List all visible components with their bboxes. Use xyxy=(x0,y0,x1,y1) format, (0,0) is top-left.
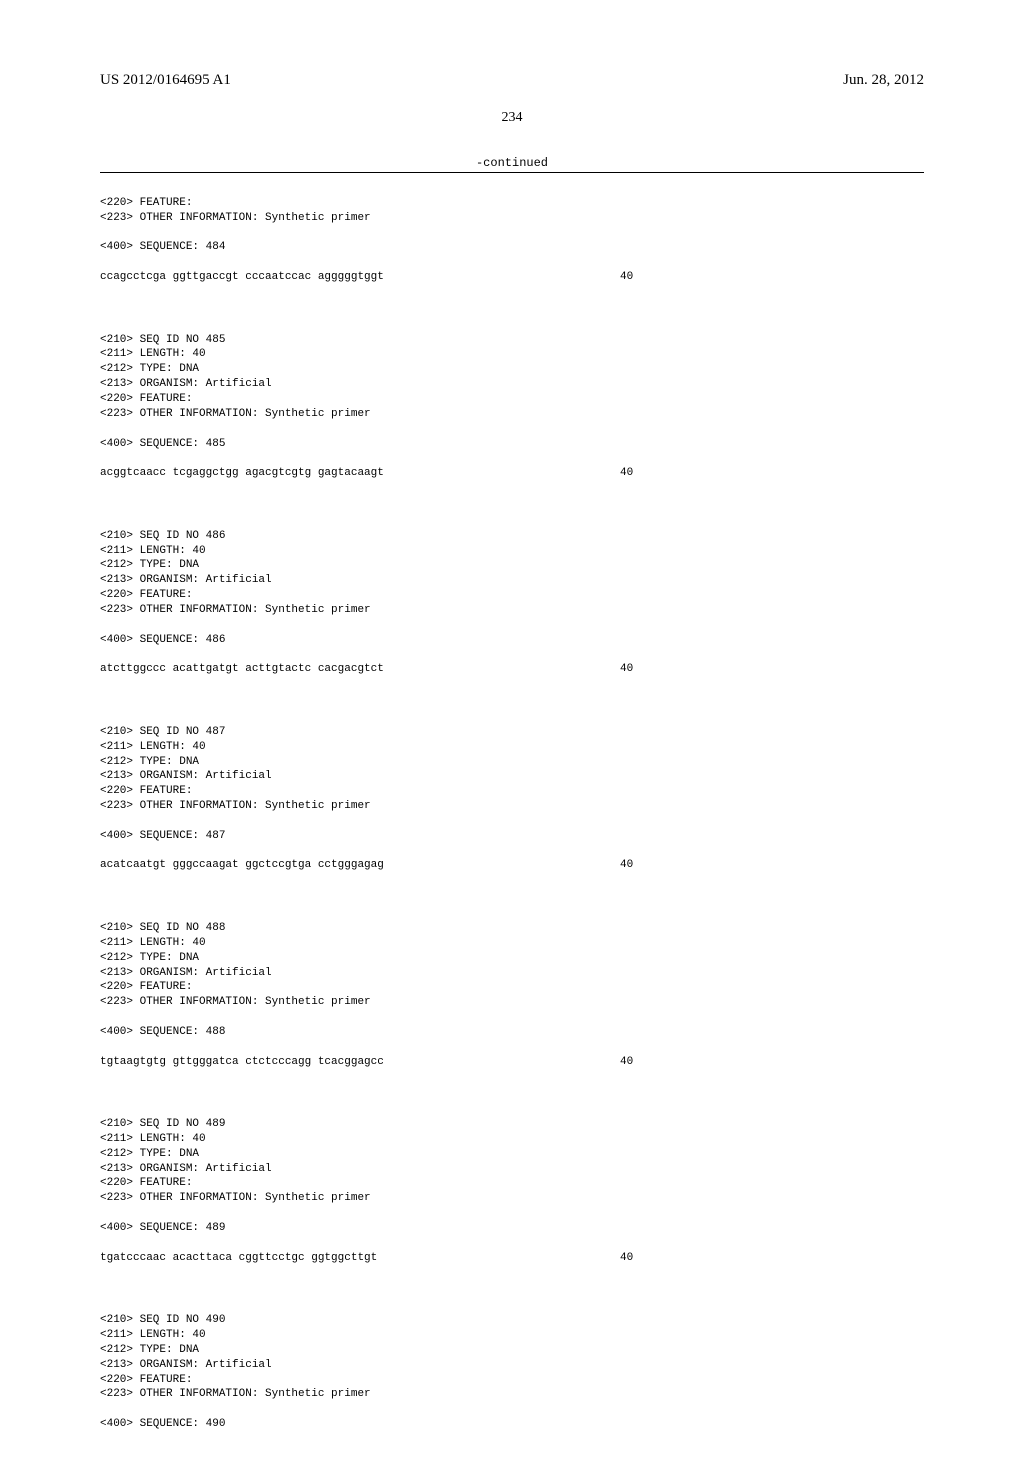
sequence-row: acggtcaacc tcgaggctgg agacgtcgtg gagtaca… xyxy=(100,466,924,481)
seq-meta-line: <213> ORGANISM: Artificial xyxy=(100,1163,272,1175)
seq-meta-line: <211> LENGTH: 40 xyxy=(100,348,206,360)
sequence-text: acatcaatgt gggccaagat ggctccgtga cctggga… xyxy=(100,858,384,873)
sequence-row: tgatcccaac acacttaca cggttcctgc ggtggctt… xyxy=(100,1251,924,1266)
seq-meta-line: <210> SEQ ID NO 487 xyxy=(100,726,225,738)
seq-label: <400> SEQUENCE: 489 xyxy=(100,1222,225,1234)
seq-label: <400> SEQUENCE: 487 xyxy=(100,830,225,842)
seq-meta-line: <220> FEATURE: xyxy=(100,1177,192,1189)
seq-block-487: <210> SEQ ID NO 487 <211> LENGTH: 40 <21… xyxy=(100,725,924,873)
seq-meta-line: <210> SEQ ID NO 490 xyxy=(100,1314,225,1326)
seq-meta-line: <223> OTHER INFORMATION: Synthetic prime… xyxy=(100,800,371,812)
seq-block-489: <210> SEQ ID NO 489 <211> LENGTH: 40 <21… xyxy=(100,1117,924,1265)
seq-meta-line: <220> FEATURE: xyxy=(100,393,192,405)
seq-meta-line: <210> SEQ ID NO 486 xyxy=(100,530,225,542)
seq-meta-line: <213> ORGANISM: Artificial xyxy=(100,967,272,979)
seq-meta-line: <213> ORGANISM: Artificial xyxy=(100,1359,272,1371)
seq-meta-line: <223> OTHER INFORMATION: Synthetic prime… xyxy=(100,408,371,420)
sequence-count: 40 xyxy=(620,1251,633,1266)
header-pub-number: US 2012/0164695 A1 xyxy=(100,72,231,89)
page-container: US 2012/0164695 A1 Jun. 28, 2012 234 -co… xyxy=(0,0,1024,1320)
divider-top xyxy=(100,172,924,173)
seq-block-490: <210> SEQ ID NO 490 <211> LENGTH: 40 <21… xyxy=(100,1313,924,1432)
seq-meta-line: <220> FEATURE: xyxy=(100,197,192,209)
sequence-count: 40 xyxy=(620,858,633,873)
seq-meta-line: <212> TYPE: DNA xyxy=(100,559,199,571)
seq-meta-line: <223> OTHER INFORMATION: Synthetic prime… xyxy=(100,996,371,1008)
seq-meta-line: <212> TYPE: DNA xyxy=(100,756,199,768)
seq-block-486: <210> SEQ ID NO 486 <211> LENGTH: 40 <21… xyxy=(100,529,924,677)
sequence-text: tgtaagtgtg gttgggatca ctctcccagg tcacgga… xyxy=(100,1055,384,1070)
seq-label: <400> SEQUENCE: 486 xyxy=(100,634,225,646)
sequence-row: tgtaagtgtg gttgggatca ctctcccagg tcacgga… xyxy=(100,1055,924,1070)
seq-meta-line: <223> OTHER INFORMATION: Synthetic prime… xyxy=(100,212,371,224)
seq-meta-line: <210> SEQ ID NO 485 xyxy=(100,334,225,346)
seq-meta-line: <220> FEATURE: xyxy=(100,981,192,993)
seq-meta-line: <220> FEATURE: xyxy=(100,1374,192,1386)
seq-meta-line: <211> LENGTH: 40 xyxy=(100,741,206,753)
sequence-count: 40 xyxy=(620,466,633,481)
sequence-listing-content: <220> FEATURE: <223> OTHER INFORMATION: … xyxy=(100,181,924,1480)
seq-label: <400> SEQUENCE: 490 xyxy=(100,1418,225,1430)
seq-meta-line: <223> OTHER INFORMATION: Synthetic prime… xyxy=(100,604,371,616)
seq-meta-line: <212> TYPE: DNA xyxy=(100,363,199,375)
seq-meta-line: <220> FEATURE: xyxy=(100,589,192,601)
sequence-count: 40 xyxy=(620,1055,633,1070)
seq-label: <400> SEQUENCE: 484 xyxy=(100,241,225,253)
seq-meta-line: <213> ORGANISM: Artificial xyxy=(100,378,272,390)
sequence-text: ccagcctcga ggttgaccgt cccaatccac agggggt… xyxy=(100,270,384,285)
seq-meta-line: <211> LENGTH: 40 xyxy=(100,1133,206,1145)
sequence-text: atcttggccc acattgatgt acttgtactc cacgacg… xyxy=(100,662,384,677)
seq-meta-line: <220> FEATURE: xyxy=(100,785,192,797)
seq-meta-line: <211> LENGTH: 40 xyxy=(100,937,206,949)
seq-meta-line: <212> TYPE: DNA xyxy=(100,1344,199,1356)
seq-meta-line: <223> OTHER INFORMATION: Synthetic prime… xyxy=(100,1192,371,1204)
seq-meta-line: <213> ORGANISM: Artificial xyxy=(100,574,272,586)
seq-meta-line: <212> TYPE: DNA xyxy=(100,1148,199,1160)
sequence-count: 40 xyxy=(620,270,633,285)
seq-meta-line: <211> LENGTH: 40 xyxy=(100,1329,206,1341)
seq-meta-line: <213> ORGANISM: Artificial xyxy=(100,770,272,782)
seq-label: <400> SEQUENCE: 488 xyxy=(100,1026,225,1038)
continued-label: -continued xyxy=(100,156,924,170)
seq-block-485: <210> SEQ ID NO 485 <211> LENGTH: 40 <21… xyxy=(100,333,924,481)
seq-label: <400> SEQUENCE: 485 xyxy=(100,438,225,450)
seq-block-484: <220> FEATURE: <223> OTHER INFORMATION: … xyxy=(100,196,924,285)
seq-meta-line: <223> OTHER INFORMATION: Synthetic prime… xyxy=(100,1388,371,1400)
seq-meta-line: <211> LENGTH: 40 xyxy=(100,545,206,557)
seq-meta-line: <210> SEQ ID NO 489 xyxy=(100,1118,225,1130)
seq-meta-line: <210> SEQ ID NO 488 xyxy=(100,922,225,934)
page-number: 234 xyxy=(100,110,924,126)
header-pub-date: Jun. 28, 2012 xyxy=(843,72,924,89)
sequence-row: ccagcctcga ggttgaccgt cccaatccac agggggt… xyxy=(100,270,924,285)
sequence-text: tgatcccaac acacttaca cggttcctgc ggtggctt… xyxy=(100,1251,377,1266)
sequence-count: 40 xyxy=(620,662,633,677)
sequence-row: acatcaatgt gggccaagat ggctccgtga cctggga… xyxy=(100,858,924,873)
seq-block-488: <210> SEQ ID NO 488 <211> LENGTH: 40 <21… xyxy=(100,921,924,1069)
seq-meta-line: <212> TYPE: DNA xyxy=(100,952,199,964)
sequence-text: acggtcaacc tcgaggctgg agacgtcgtg gagtaca… xyxy=(100,466,384,481)
sequence-row: atcttggccc acattgatgt acttgtactc cacgacg… xyxy=(100,662,924,677)
